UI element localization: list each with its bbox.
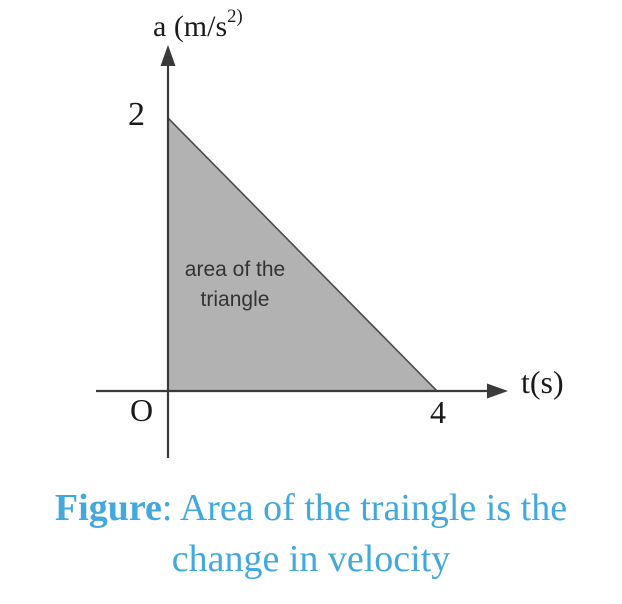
y-axis-label-main: a (m/s: [153, 10, 228, 43]
y-axis-label-superscript: 2): [227, 6, 243, 28]
x-axis-arrowhead-icon: [487, 383, 508, 399]
x-tick-label-4: 4: [430, 394, 446, 430]
y-tick-label-2: 2: [128, 96, 145, 133]
origin-label: O: [130, 392, 154, 428]
acceleration-time-graph: [96, 45, 508, 458]
figure-caption-prefix: Figure: [54, 487, 162, 529]
figure-caption-line1: Figure: Area of the traingle is the: [0, 483, 622, 534]
figure-caption: Figure: Area of the traingle is the chan…: [0, 483, 622, 585]
triangle-area-annotation-line1: area of the: [184, 258, 286, 281]
triangle-area-annotation-line2: triangle: [200, 287, 270, 311]
y-axis-arrowhead-icon: [160, 45, 176, 66]
triangle-area-annotation: area of the triangle: [135, 255, 335, 315]
y-axis-label: a (m/s2): [153, 7, 243, 44]
x-axis-label: t(s): [521, 364, 564, 400]
figure-caption-line1-rest: : Area of the traingle is the: [161, 487, 568, 529]
figure-caption-line2: change in velocity: [171, 537, 451, 580]
